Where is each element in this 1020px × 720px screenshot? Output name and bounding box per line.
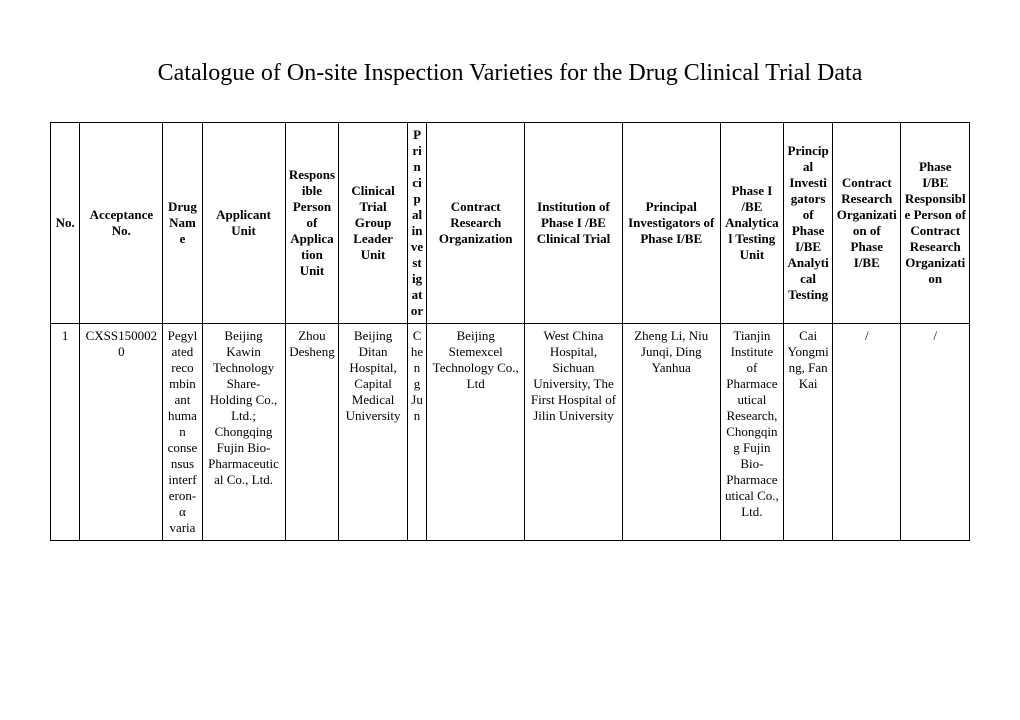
cell-ctg: Beijing Ditan Hospital, Capital Medical …: [339, 324, 407, 541]
cell-piat: Cai Yongming, Fan Kai: [784, 324, 833, 541]
cell-pi1be: Zheng Li, Niu Junqi, Ding Yanhua: [622, 324, 720, 541]
col-no: No.: [51, 123, 80, 324]
col-applicant: Applicant Unit: [202, 123, 285, 324]
cell-inst: West China Hospital, Sichuan University,…: [525, 324, 623, 541]
col-pi1be: Principal Investigators of Phase I/BE: [622, 123, 720, 324]
col-inst: Institution of Phase I /BE Clinical Tria…: [525, 123, 623, 324]
col-drug: Drug Name: [163, 123, 202, 324]
cell-respcro: /: [901, 324, 970, 541]
col-responsible: Responsible Person of Application Unit: [285, 123, 339, 324]
table-header-row: No. Acceptance No. Drug Name Applicant U…: [51, 123, 970, 324]
col-piat: Principal Investigators of Phase I/BE An…: [784, 123, 833, 324]
catalogue-table: No. Acceptance No. Drug Name Applicant U…: [50, 122, 970, 541]
cell-drug: Pegylated recombinant human consensus in…: [163, 324, 202, 541]
cell-pi: Cheng Jun: [407, 324, 427, 541]
cell-acceptance: CXSS1500020: [80, 324, 163, 541]
cell-applicant: Beijing Kawin Technology Share-Holding C…: [202, 324, 285, 541]
col-acceptance: Acceptance No.: [80, 123, 163, 324]
cell-responsible: Zhou Desheng: [285, 324, 339, 541]
cell-atu: Tianjin Institute of Pharmaceutical Rese…: [720, 324, 784, 541]
col-ctg: Clinical Trial Group Leader Unit: [339, 123, 407, 324]
col-cro: Contract Research Organization: [427, 123, 525, 324]
cell-cro: Beijing Stemexcel Technology Co., Ltd: [427, 324, 525, 541]
col-atu: Phase I /BE Analytical Testing Unit: [720, 123, 784, 324]
page-title: Catalogue of On-site Inspection Varietie…: [50, 60, 970, 87]
col-respcro: Phase I/BE Responsible Person of Contrac…: [901, 123, 970, 324]
col-cro1be: Contract Research Organization of Phase …: [833, 123, 901, 324]
cell-no: 1: [51, 324, 80, 541]
table-row: 1 CXSS1500020 Pegylated recombinant huma…: [51, 324, 970, 541]
col-pi: Principal investigator: [407, 123, 427, 324]
cell-cro1be: /: [833, 324, 901, 541]
